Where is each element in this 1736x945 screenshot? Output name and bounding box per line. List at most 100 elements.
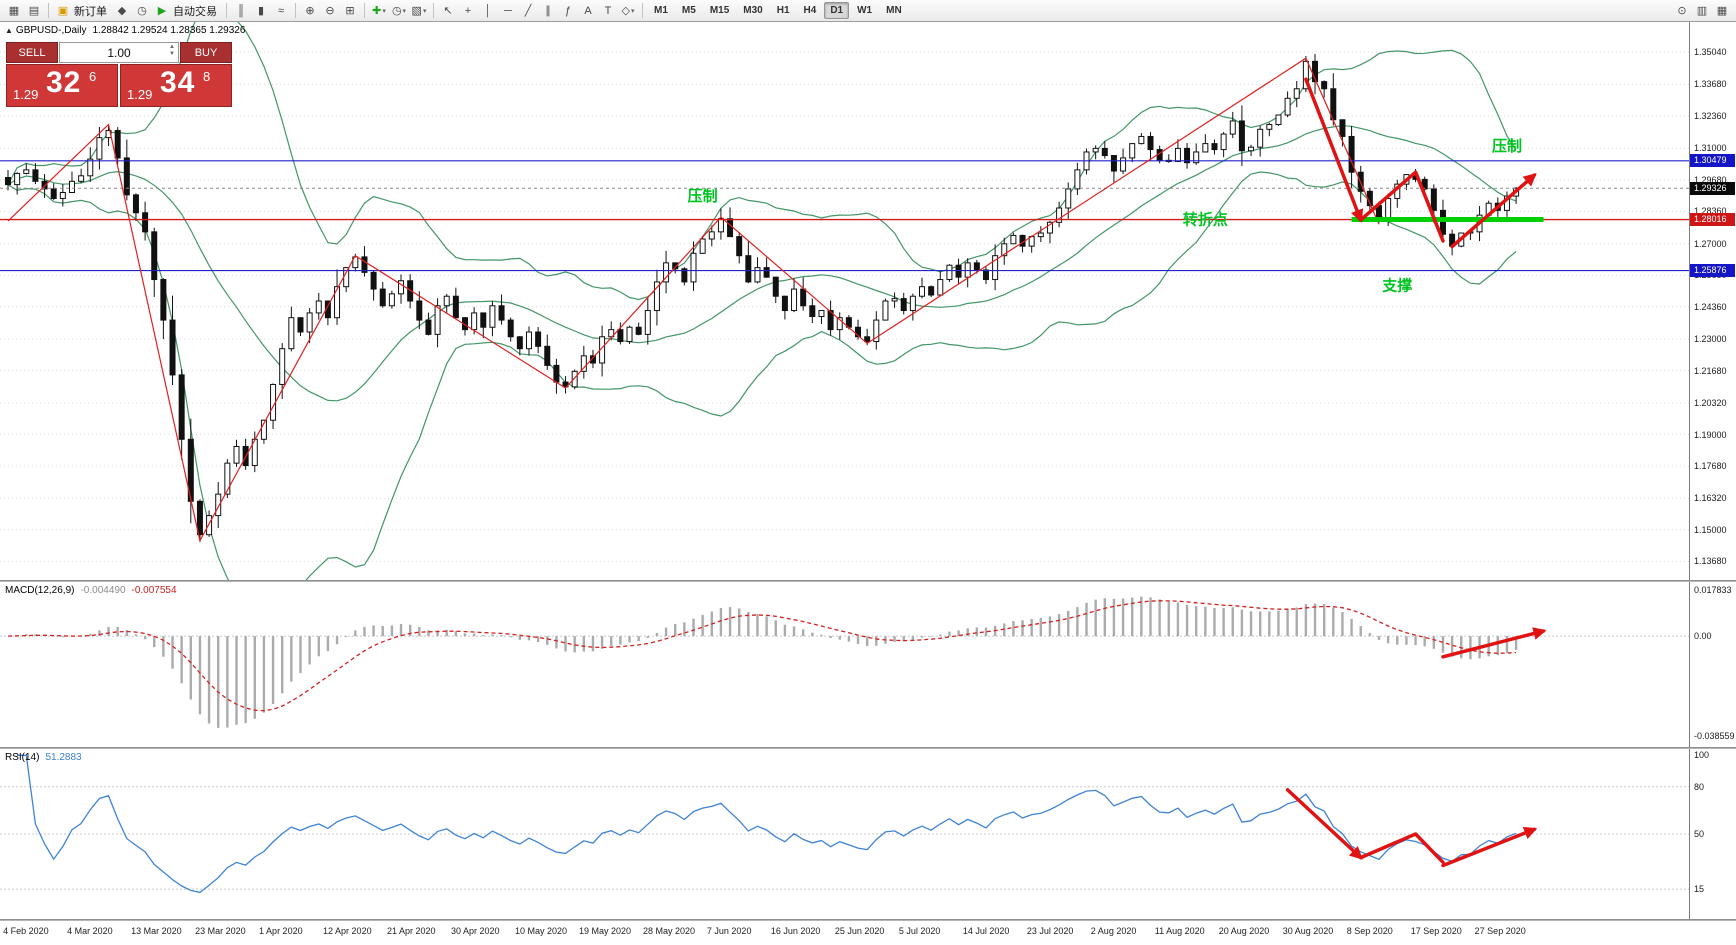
periods-icon-caret[interactable]: ▾ bbox=[402, 7, 407, 15]
toolbar-separator bbox=[433, 3, 434, 18]
price-axis-label: 1.35040 bbox=[1694, 47, 1727, 58]
rsi-label: RSI(14) bbox=[5, 752, 40, 763]
date-axis-label: 13 Mar 2020 bbox=[131, 926, 182, 936]
zoom-out-icon[interactable]: ⊖ bbox=[325, 5, 335, 17]
magnifier-icon[interactable]: ⊙ bbox=[1677, 5, 1687, 17]
annotation-text: 转折点 bbox=[1183, 211, 1228, 229]
volume-down-icon[interactable]: ▼ bbox=[169, 51, 175, 57]
cursor-icon[interactable]: ↖ bbox=[443, 5, 453, 17]
fibonacci-icon[interactable]: ƒ bbox=[564, 4, 572, 17]
history-center-icon[interactable]: ◷ bbox=[137, 5, 147, 17]
sell-button[interactable]: SELL bbox=[6, 42, 58, 63]
chart-profiles-icon[interactable]: ▤ bbox=[28, 5, 40, 17]
date-axis-label: 30 Apr 2020 bbox=[451, 926, 500, 936]
price-axis-label: 1.20320 bbox=[1694, 398, 1727, 409]
buy-price-prefix: 1.29 bbox=[127, 87, 153, 102]
autotrading-button[interactable]: ▶ bbox=[157, 5, 167, 17]
ohlc-values: 1.28842 1.29524 1.28365 1.29326 bbox=[92, 25, 246, 36]
horizontal-line-icon[interactable]: ─ bbox=[504, 4, 512, 17]
price-axis-label: 1.31000 bbox=[1694, 143, 1727, 154]
crosshair-icon[interactable]: + bbox=[464, 4, 472, 17]
date-axis-label: 2 Aug 2020 bbox=[1090, 926, 1137, 936]
timeframe-w1-button[interactable]: W1 bbox=[857, 5, 873, 16]
templates-icon[interactable]: ▧ ▾ bbox=[411, 5, 427, 17]
vertical-line-icon[interactable]: │ bbox=[484, 4, 492, 17]
autotrading-button-label[interactable]: 自动交易 bbox=[173, 5, 217, 18]
rsi-axis-label: 15 bbox=[1694, 884, 1705, 895]
buy-button[interactable]: BUY bbox=[180, 42, 232, 63]
timeframe-m1-button[interactable]: M1 bbox=[654, 5, 668, 16]
cascade-windows-icon[interactable]: ▦ bbox=[1716, 5, 1728, 17]
arrows-icon[interactable]: ◇ ▾ bbox=[621, 5, 635, 17]
new-chart-icon[interactable]: ▦ bbox=[8, 5, 20, 17]
line-chart-icon[interactable]: ≈ bbox=[277, 4, 285, 17]
timeframe-h1-button[interactable]: H1 bbox=[776, 5, 790, 16]
sell-price-pips: 32 bbox=[46, 66, 82, 99]
symbol-label: GBPUSD-,Daily bbox=[15, 25, 87, 36]
date-axis-label: 12 Apr 2020 bbox=[323, 926, 372, 936]
buy-price-button[interactable]: 1.29 34 8 bbox=[120, 64, 232, 107]
text-label-icon[interactable]: T bbox=[604, 4, 612, 17]
toolbar-separator bbox=[48, 3, 49, 18]
date-axis-label: 23 Jul 2020 bbox=[1026, 926, 1074, 936]
candlestick-chart-icon[interactable]: ▮ bbox=[257, 5, 265, 17]
date-axis-label: 1 Apr 2020 bbox=[259, 926, 303, 936]
toolbar-left-group: ▦ ▤ ▣ 新订单 ◆ ◷ ▶ 自动交易 ║ ▮ ≈ ⊕ ⊖ ⊞ ✚ ▾ ◷ ▾ ▧ ▾ ↖ + │ ─ ╱ ∥ ƒ A T ◇ ▾ M1 M5… bbox=[4, 2, 1672, 20]
macd-axis-label: 0.00 bbox=[1694, 631, 1712, 642]
sell-price-button[interactable]: 1.29 32 6 bbox=[6, 64, 118, 107]
toolbar: ▦ ▤ ▣ 新订单 ◆ ◷ ▶ 自动交易 ║ ▮ ≈ ⊕ ⊖ ⊞ ✚ ▾ ◷ ▾ ▧ ▾ ↖ + │ ─ ╱ ∥ ƒ A T ◇ ▾ M1 M5… bbox=[0, 0, 1736, 22]
timeframe-h4-button[interactable]: H4 bbox=[803, 5, 817, 16]
macd-panel[interactable]: 0.017833 0.00 -0.038559 MACD(12,26,9) -0.00… bbox=[0, 582, 1736, 747]
price-axis[interactable]: 1.35040 1.33680 1.32360 1.31000 1.29680 1.283… bbox=[1689, 22, 1736, 580]
price-axis-label: 1.32360 bbox=[1694, 110, 1727, 121]
price-axis-label: 1.28360 bbox=[1694, 206, 1727, 217]
panel-splitter[interactable] bbox=[0, 919, 1736, 921]
collapse-trade-panel-icon[interactable]: ▲ bbox=[5, 26, 13, 35]
mql-wizard-icon[interactable]: ◆ bbox=[117, 5, 127, 17]
rsi-axis-label: 50 bbox=[1694, 829, 1705, 839]
date-axis-label: 25 Jun 2020 bbox=[834, 926, 885, 936]
date-axis-label: 5 Jul 2020 bbox=[898, 926, 941, 936]
tile-windows-icon[interactable]: ⊞ bbox=[345, 5, 355, 17]
toolbar-right-group: ⊙ ▥ ▦ bbox=[1672, 2, 1732, 20]
rsi-chart bbox=[0, 754, 1690, 894]
timeframe-m5-button[interactable]: M5 bbox=[681, 5, 696, 16]
time-axis[interactable]: 4 Feb 2020 4 Mar 2020 13 Mar 2020 23 Mar 20… bbox=[0, 921, 1690, 945]
timeframe-m30-button[interactable]: M30 bbox=[743, 5, 763, 16]
templates-icon-caret[interactable]: ▾ bbox=[422, 7, 427, 15]
panel-splitter[interactable] bbox=[0, 747, 1736, 749]
volume-up-icon[interactable]: ▲ bbox=[169, 44, 175, 50]
zoom-in-icon[interactable]: ⊕ bbox=[305, 5, 315, 17]
toolbar-separator bbox=[226, 3, 227, 18]
new-order-button[interactable]: ▣ bbox=[57, 5, 69, 17]
sell-price-point: 6 bbox=[89, 69, 97, 84]
timeframe-mn-button[interactable]: MN bbox=[886, 5, 902, 16]
volume-input[interactable]: 1.00 ▲ ▼ bbox=[59, 42, 179, 63]
annotation-text: 压制 bbox=[688, 187, 718, 205]
chart-ohlc-header: ▲ GBPUSD-,Daily 1.28842 1.29524 1.28365 1.… bbox=[5, 25, 245, 36]
price-axis-label: 1.13680 bbox=[1694, 556, 1727, 567]
text-icon[interactable]: A bbox=[584, 4, 592, 17]
indicators-icon-caret[interactable]: ▾ bbox=[382, 7, 386, 15]
macd-axis-label: -0.038559 bbox=[1694, 730, 1735, 741]
bar-chart-icon[interactable]: ║ bbox=[237, 4, 245, 17]
sell-price-prefix: 1.29 bbox=[13, 87, 39, 102]
new-window-icon[interactable]: ▥ bbox=[1696, 5, 1708, 17]
macd-value-main: -0.004490 bbox=[80, 585, 126, 596]
volume-spinner[interactable]: ▲ ▼ bbox=[169, 44, 175, 58]
panel-splitter[interactable] bbox=[0, 580, 1736, 582]
trendline-icon[interactable]: ╱ bbox=[524, 5, 532, 17]
new-order-button-label[interactable]: 新订单 bbox=[74, 5, 107, 18]
equidistant-channel-icon[interactable]: ∥ bbox=[545, 5, 551, 17]
periods-icon[interactable]: ◷ ▾ bbox=[391, 5, 407, 17]
arrows-icon-caret[interactable]: ▾ bbox=[630, 7, 635, 15]
timeframe-m15-button[interactable]: M15 bbox=[709, 5, 730, 16]
rsi-panel[interactable]: 100 80 50 15 RSI(14) 51.2883 bbox=[0, 749, 1736, 919]
macd-axis-label: 0.017833 bbox=[1694, 585, 1732, 596]
indicators-icon[interactable]: ✚ ▾ bbox=[372, 5, 386, 17]
timeframe-d1-button[interactable]: D1 bbox=[824, 2, 850, 19]
macd-header: MACD(12,26,9) -0.004490 -0.007554 bbox=[5, 585, 177, 596]
price-chart-panel[interactable]: 压制 压制 转折点 支撑 1.35040 1.33680 1.32360 1.31000 1.… bbox=[0, 22, 1736, 580]
